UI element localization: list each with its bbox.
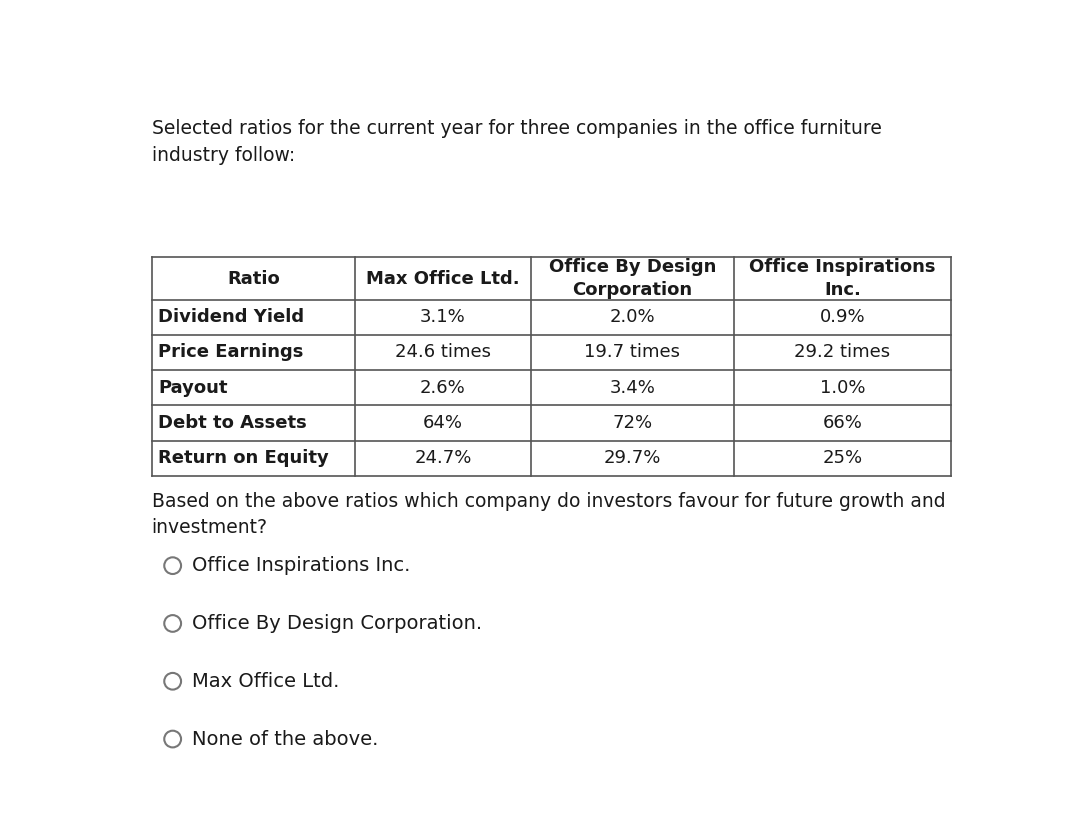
Text: Based on the above ratios which company do investors favour for future growth an: Based on the above ratios which company … [151,492,945,537]
Text: 24.7%: 24.7% [414,450,472,467]
Text: Office By Design Corporation.: Office By Design Corporation. [192,614,482,633]
Text: Max Office Ltd.: Max Office Ltd. [192,671,339,691]
Text: Office By Design
Corporation: Office By Design Corporation [549,259,716,299]
Text: 29.2 times: 29.2 times [795,344,891,361]
Text: Office Inspirations
Inc.: Office Inspirations Inc. [750,259,935,299]
Text: Return on Equity: Return on Equity [159,450,329,467]
Text: Selected ratios for the current year for three companies in the office furniture: Selected ratios for the current year for… [151,119,881,165]
Text: 2.0%: 2.0% [609,309,656,326]
Text: 66%: 66% [823,414,863,432]
Text: Office Inspirations Inc.: Office Inspirations Inc. [192,556,410,575]
Text: Price Earnings: Price Earnings [159,344,303,361]
Text: Ratio: Ratio [227,269,280,288]
Text: 3.4%: 3.4% [609,379,656,397]
Text: 72%: 72% [612,414,652,432]
Text: Dividend Yield: Dividend Yield [159,309,305,326]
Text: 0.9%: 0.9% [820,309,865,326]
Text: None of the above.: None of the above. [192,730,378,749]
Text: 3.1%: 3.1% [420,309,465,326]
Text: 29.7%: 29.7% [604,450,661,467]
Text: 19.7 times: 19.7 times [584,344,680,361]
Text: Debt to Assets: Debt to Assets [159,414,307,432]
Text: 24.6 times: 24.6 times [395,344,490,361]
Text: 2.6%: 2.6% [420,379,465,397]
Text: 1.0%: 1.0% [820,379,865,397]
Text: 64%: 64% [423,414,463,432]
Text: 25%: 25% [823,450,863,467]
Text: Payout: Payout [159,379,228,397]
Text: Max Office Ltd.: Max Office Ltd. [366,269,519,288]
